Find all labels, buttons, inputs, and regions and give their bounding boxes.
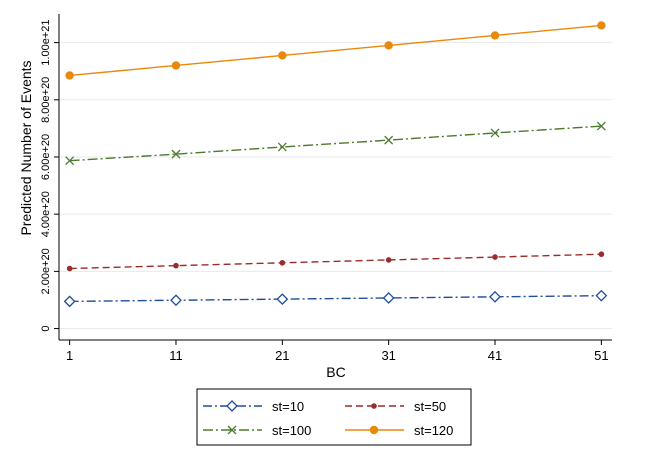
data-point — [277, 142, 287, 152]
legend: st=10 st=50 st=100 st=120 — [196, 388, 472, 446]
series-line — [69, 294, 602, 303]
y-axis-title: Predicted Number of Events — [18, 60, 34, 235]
legend-label: st=100 — [272, 423, 311, 438]
series-layer — [63, 21, 608, 308]
data-point — [171, 149, 181, 159]
y-tick-label: 4.00e+20 — [40, 191, 52, 237]
data-point — [597, 21, 606, 30]
y-tick-label: 1.00e+21 — [40, 20, 52, 66]
data-point — [63, 295, 76, 308]
data-point — [170, 294, 182, 307]
data-point — [385, 257, 392, 263]
y-tick-label: 6.00e+20 — [40, 134, 52, 180]
data-point — [490, 31, 500, 40]
data-point — [66, 265, 73, 272]
legend-marker — [226, 400, 238, 412]
legend-label: st=120 — [414, 423, 453, 438]
legend-marker — [227, 425, 237, 435]
y-ticks: 0 2.00e+20 4.00e+20 6.00e+20 8.00e+20 1.00e+2… — [40, 20, 59, 332]
x-tick-label: 21 — [275, 348, 289, 363]
x-ticks: 1 11 21 31 41 51 — [66, 340, 609, 363]
data-point — [173, 262, 179, 269]
data-point — [171, 61, 181, 70]
data-point — [276, 293, 289, 306]
data-point — [598, 251, 605, 258]
data-point — [65, 71, 74, 80]
series-line — [69, 24, 602, 77]
data-point — [489, 290, 501, 303]
legend-box — [196, 388, 472, 446]
data-point — [384, 135, 394, 145]
data-point — [65, 156, 75, 166]
y-tick-label: 2.00e+20 — [40, 248, 52, 294]
data-point — [384, 41, 393, 50]
x-tick-label: 51 — [594, 348, 608, 363]
legend-label: st=10 — [272, 399, 304, 414]
series-line — [69, 253, 602, 270]
x-tick-label: 11 — [169, 348, 183, 363]
x-axis-title: BC — [326, 364, 345, 380]
data-point — [492, 254, 498, 260]
legend-marker — [369, 425, 379, 435]
data-point — [278, 51, 287, 60]
data-point — [490, 128, 500, 138]
legend-marker — [371, 403, 377, 409]
y-tick-label: 0 — [40, 325, 52, 331]
x-tick-label: 41 — [488, 348, 502, 363]
y-tick-label: 8.00e+20 — [40, 77, 52, 123]
gridlines — [59, 42, 612, 330]
x-tick-label: 31 — [381, 348, 395, 363]
data-point — [279, 259, 286, 266]
x-tick-label: 1 — [66, 348, 73, 363]
series-line — [69, 125, 602, 162]
legend-label: st=50 — [414, 399, 446, 414]
data-point — [382, 292, 395, 304]
data-point — [596, 121, 606, 131]
data-point — [595, 289, 608, 302]
